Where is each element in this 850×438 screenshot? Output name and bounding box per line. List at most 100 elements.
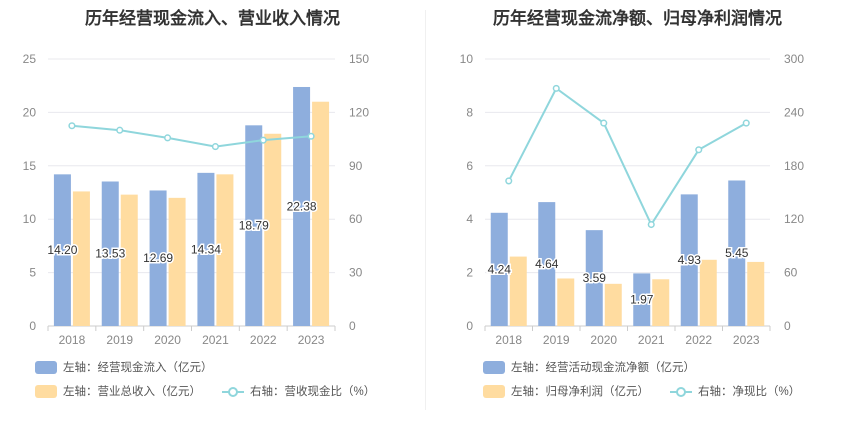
chart-title: 历年经营现金流入、营业收入情况: [85, 9, 340, 28]
left-axis-tick-label: 8: [466, 105, 473, 119]
legend-item-profit[interactable]: 左轴：归母净利润（亿元）: [483, 383, 649, 399]
x-axis-tick-label: 2020: [154, 333, 181, 347]
legend-item-ratio[interactable]: 右轴：营收现金比（%）: [222, 383, 375, 399]
bar-data-label: 14.34: [191, 242, 221, 256]
left-axis-tick-label: 2: [466, 266, 473, 280]
left-axis-tick-label: 5: [29, 266, 36, 280]
bar-primary: [538, 202, 556, 326]
netcash-profit-chart: 0 2 4 6 8 10 0 60 120 180 240 300 2018 2019 2020 2021 20…: [460, 52, 805, 347]
cashflow-revenue-chart: 0 5 10 15 20 25 0 30 60 90 120 150 2018 2019 2020 2021 2…: [23, 52, 370, 347]
legend-item-inflow[interactable]: 左轴：经营现金流入（亿元）: [35, 359, 213, 375]
bar-secondary: [216, 174, 234, 326]
right-axis-tick-label: 90: [349, 159, 363, 173]
bar-secondary: [747, 261, 765, 326]
right-axis-tick-label: 240: [784, 105, 804, 119]
left-axis-tick-label: 0: [29, 319, 36, 333]
panel-divider: [425, 10, 426, 410]
x-axis-tick-label: 2018: [495, 333, 522, 347]
bar-primary: [293, 86, 311, 326]
legend-label: 右轴：营收现金比（%）: [250, 386, 376, 398]
legend-item-revenue[interactable]: 左轴：营业总收入（亿元）: [35, 383, 201, 399]
bar-secondary: [604, 283, 622, 326]
ratio-line: [71, 124, 312, 148]
bar-primary: [585, 230, 603, 326]
bar-secondary: [72, 191, 90, 326]
bar-data-label: 4.64: [535, 257, 559, 271]
ratio-line-point: [647, 220, 655, 229]
bar-secondary: [509, 256, 527, 326]
bar-data-label: 3.59: [583, 271, 607, 285]
right-axis-tick-label: 300: [784, 52, 804, 66]
bar-primary: [53, 174, 71, 326]
left-axis-tick-label: 10: [460, 52, 474, 66]
bar-data-label: 14.20: [47, 243, 77, 257]
legend-label: 右轴：净现比（%）: [698, 386, 801, 398]
right-axis-tick-label: 180: [784, 159, 804, 173]
legend-swatch: [483, 384, 505, 398]
bar-primary: [197, 172, 215, 326]
x-axis-tick-label: 2022: [250, 333, 277, 347]
legend-line-swatch: [670, 385, 692, 398]
right-axis-tick-label: 0: [784, 319, 791, 333]
left-axis-tick-label: 15: [23, 159, 37, 173]
x-axis-tick-label: 2021: [202, 333, 229, 347]
x-axis-tick-label: 2018: [59, 333, 86, 347]
legend-label: 左轴：经营现金流入（亿元）: [63, 362, 213, 374]
ratio-line-point: [68, 122, 76, 130]
right-axis-tick-label: 60: [784, 266, 798, 280]
legend-item-netcash[interactable]: 左轴：经营活动现金流净额（亿元）: [483, 359, 695, 375]
left-axis-tick-label: 20: [23, 105, 37, 119]
bar-primary: [101, 181, 119, 326]
bar-primary: [680, 194, 698, 326]
bar-secondary: [120, 194, 138, 326]
left-axis-tick-label: 4: [466, 212, 473, 226]
ratio-line-point: [600, 119, 608, 127]
ratio-line-point: [164, 134, 172, 142]
netcash-profit-panel: 历年经营现金流净额、归母净利润情况 0 2 4 6 8 10 0 60 120 180 240 300…: [425, 0, 850, 438]
bar-data-label: 18.79: [239, 219, 269, 233]
ratio-line-point: [695, 146, 703, 154]
x-axis-tick-label: 2023: [298, 333, 325, 347]
right-axis-tick-label: 60: [349, 212, 363, 226]
right-axis-tick-label: 0: [349, 319, 356, 333]
bar-data-label: 4.24: [488, 262, 512, 276]
ratio-line-point: [742, 119, 750, 127]
bar-primary: [245, 125, 263, 326]
legend-swatch: [35, 384, 57, 398]
ratio-line-point: [211, 143, 219, 151]
x-axis-tick-label: 2022: [685, 333, 712, 347]
right-axis-tick-label: 30: [349, 266, 363, 280]
bar-primary: [633, 273, 651, 326]
ratio-line: [507, 86, 747, 227]
bar-data-label: 4.93: [678, 253, 702, 267]
x-axis-tick-label: 2019: [106, 333, 133, 347]
cashflow-revenue-panel: 历年经营现金流入、营业收入情况 0 5 10 15 20 25 0 30 60 90 120 150 2…: [23, 9, 376, 399]
bar-data-label: 1.97: [630, 293, 654, 307]
bar-data-label: 12.69: [143, 251, 173, 265]
bar-data-label: 22.38: [287, 199, 317, 213]
bar-secondary: [652, 279, 670, 326]
chart-title: 历年经营现金流净额、归母净利润情况: [493, 9, 782, 28]
bar-primary: [728, 180, 746, 326]
ratio-line-point: [505, 177, 513, 185]
bar-data-label: 5.45: [725, 246, 749, 260]
left-axis-tick-label: 6: [466, 159, 473, 173]
x-axis-tick-label: 2021: [638, 333, 665, 347]
left-axis-tick-label: 25: [23, 52, 37, 66]
legend-line-swatch: [222, 385, 244, 398]
legend-item-netcash-ratio[interactable]: 右轴：净现比（%）: [670, 383, 800, 399]
bar-secondary: [699, 259, 717, 326]
right-axis-tick-label: 150: [349, 52, 369, 66]
legend-label: 左轴：归母净利润（亿元）: [511, 386, 649, 398]
legend-label: 左轴：营业总收入（亿元）: [63, 386, 201, 398]
right-axis-tick-label: 120: [784, 212, 804, 226]
legend-swatch: [35, 360, 57, 374]
x-axis-tick-label: 2023: [733, 333, 760, 347]
ratio-line-point: [552, 84, 560, 92]
bar-secondary: [557, 278, 575, 326]
bar-secondary: [312, 101, 330, 326]
right-axis-tick-label: 120: [349, 105, 369, 119]
x-axis-tick-label: 2020: [590, 333, 617, 347]
ratio-line-point: [307, 132, 315, 140]
ratio-line-point: [116, 126, 124, 134]
